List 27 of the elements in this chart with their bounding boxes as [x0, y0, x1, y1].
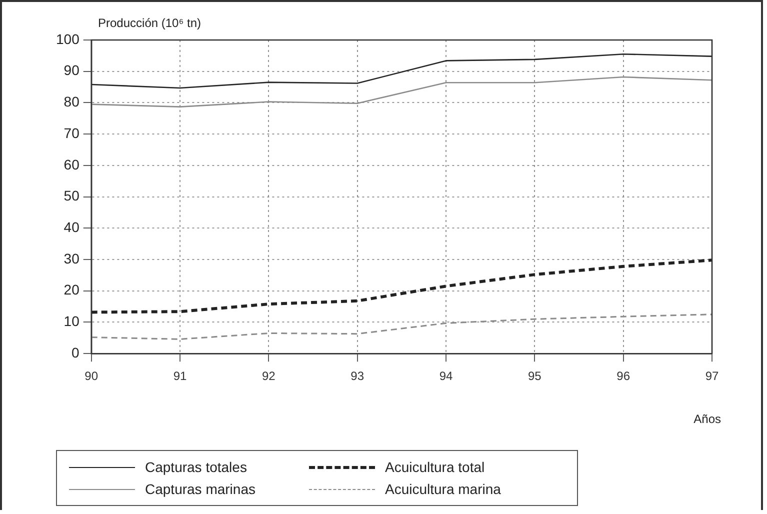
y-axis-title: Producción (10⁶ tn)	[98, 16, 201, 30]
y-tick-label: 80	[64, 94, 80, 110]
x-tick-label: 91	[173, 369, 188, 384]
x-tick-label: 95	[528, 369, 542, 384]
x-axis-title: Años	[694, 412, 721, 426]
y-tick-label: 60	[64, 156, 80, 172]
legend-label: Capturas totales	[145, 459, 247, 475]
legend-label: Capturas marinas	[145, 481, 256, 497]
y-tick-label: 100	[56, 30, 80, 47]
x-tick-label: 92	[262, 369, 276, 384]
y-tick-label: 10	[64, 313, 80, 330]
y-tick-label: 50	[64, 188, 80, 204]
x-tick-label: 93	[350, 369, 364, 384]
line-series	[91, 314, 712, 340]
y-tick-label: 30	[64, 250, 80, 266]
x-tick-label: 90	[84, 369, 98, 384]
legend-label: Acuicultura marina	[385, 481, 501, 497]
line-series	[91, 258, 712, 314]
x-tick-label: 96	[616, 369, 630, 384]
y-tick-label: 0	[72, 344, 80, 360]
y-tick-label: 90	[64, 62, 80, 78]
x-tick-label: 97	[705, 369, 719, 384]
y-tick-label: 20	[64, 282, 80, 298]
legend-label: Acuicultura total	[385, 459, 485, 475]
y-tick-label: 70	[64, 124, 80, 141]
y-tick-label: 40	[64, 219, 80, 236]
x-tick-label: 94	[439, 369, 454, 384]
